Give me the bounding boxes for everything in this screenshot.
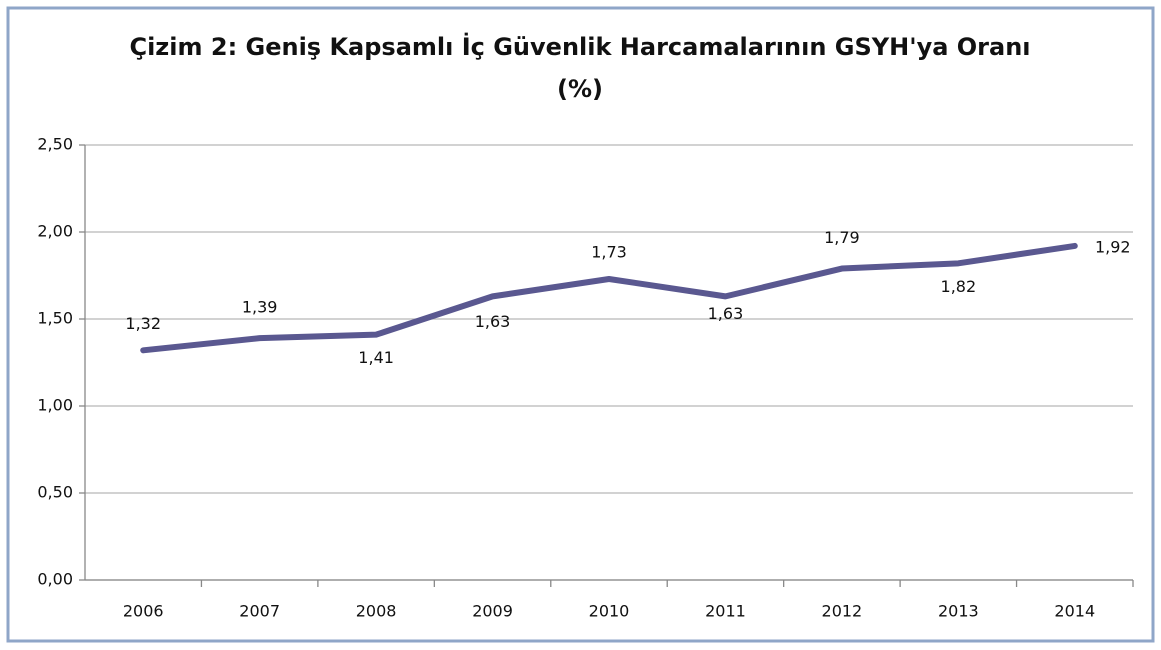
chart-frame — [6, 6, 1155, 643]
x-tick-label: 2012 — [822, 602, 863, 621]
y-tick-label: 2,50 — [37, 135, 73, 154]
chart-title: (%) — [557, 75, 603, 103]
y-tick-label: 0,50 — [37, 483, 73, 502]
y-tick-label: 1,50 — [37, 309, 73, 328]
x-tick-label: 2006 — [123, 602, 164, 621]
y-tick-label: 1,00 — [37, 396, 73, 415]
data-label: 1,32 — [125, 314, 161, 333]
x-tick-label: 2013 — [938, 602, 979, 621]
x-tick-label: 2014 — [1054, 602, 1095, 621]
data-label: 1,63 — [475, 312, 511, 331]
data-label: 1,39 — [242, 298, 278, 317]
x-tick-label: 2009 — [472, 602, 513, 621]
data-label: 1,41 — [358, 348, 394, 367]
data-label: 1,82 — [941, 277, 977, 296]
x-tick-label: 2008 — [356, 602, 397, 621]
x-tick-label: 2011 — [705, 602, 746, 621]
line — [140, 242, 1078, 354]
y-tick-label: 0,00 — [37, 570, 73, 589]
x-tick-label: 2010 — [589, 602, 630, 621]
data-label: 1,63 — [708, 304, 744, 323]
chart-title: Çizim 2: Geniş Kapsamlı İç Güvenlik Harc… — [129, 32, 1030, 61]
y-tick-label: 2,00 — [37, 222, 73, 241]
data-label: 1,92 — [1095, 237, 1131, 256]
x-tick-label: 2007 — [239, 602, 280, 621]
data-label: 1,73 — [591, 242, 627, 261]
data-label: 1,79 — [824, 228, 860, 247]
